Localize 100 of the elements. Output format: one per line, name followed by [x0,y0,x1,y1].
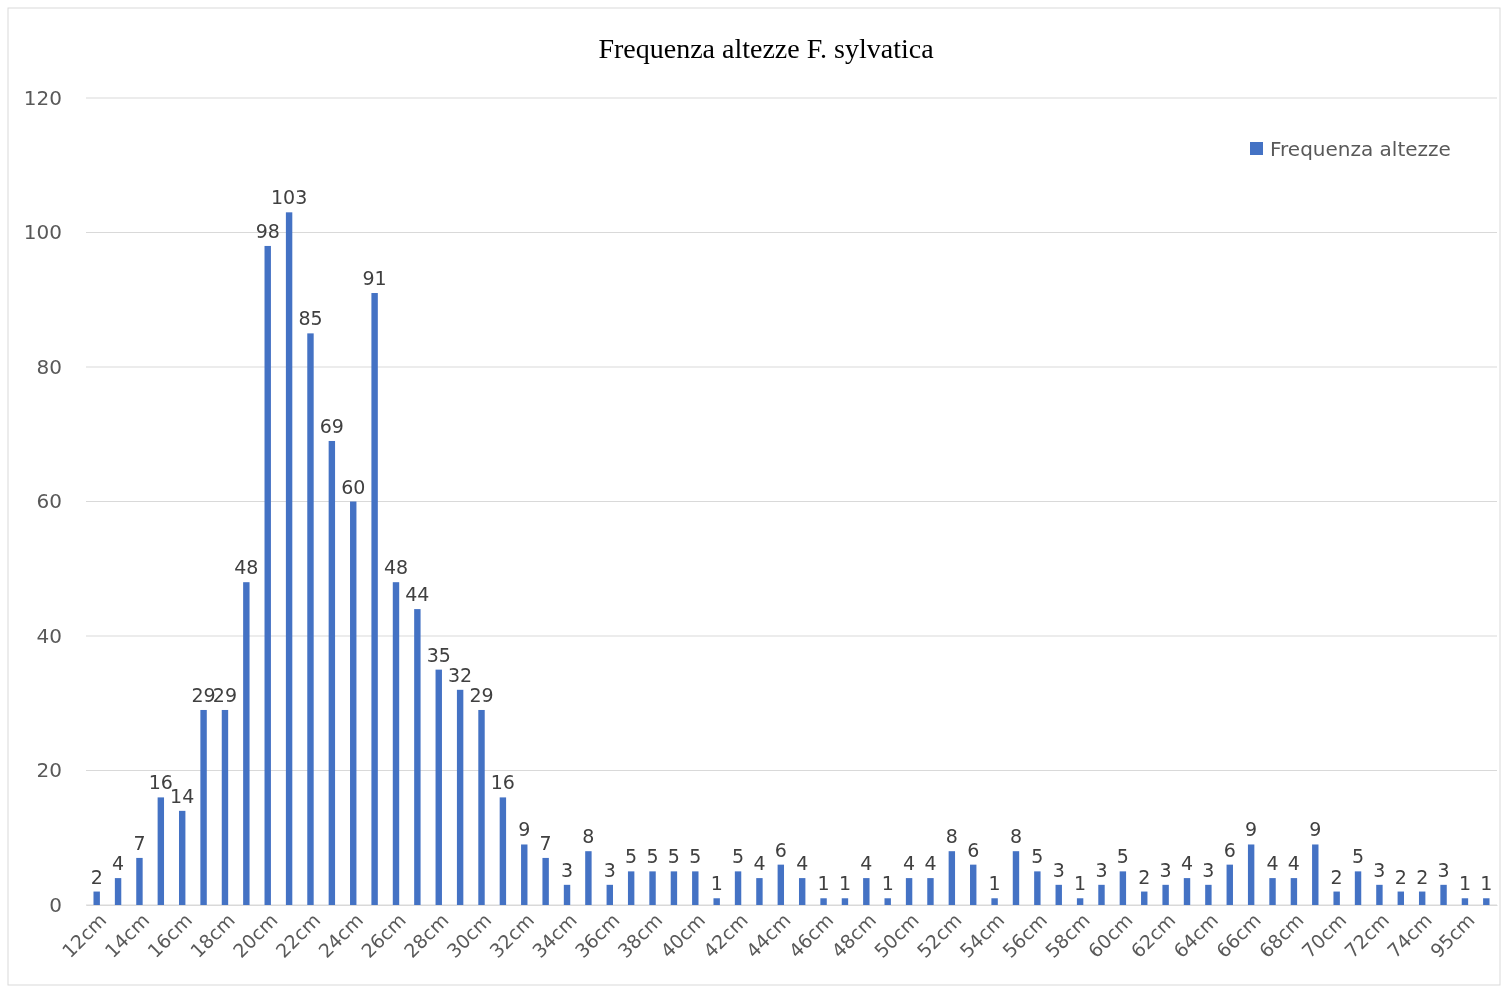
bar [1141,891,1148,905]
data-label: 32 [448,663,473,686]
bar [1247,844,1255,905]
data-label: 35 [426,643,451,666]
data-label: 5 [646,845,659,868]
data-label: 8 [1009,825,1023,848]
data-label: 1 [710,872,723,895]
bar [179,810,186,905]
data-label: 1 [1074,872,1087,895]
data-label: 4 [924,852,937,875]
data-label: 48 [383,556,409,579]
chart-title: Frequenza altezze F. sylvatica [598,33,935,64]
bar [649,871,656,905]
data-label: 1 [881,872,894,895]
data-label: 5 [689,845,702,868]
data-label: 91 [362,267,387,290]
data-label: 1 [1480,872,1493,895]
data-label: 3 [1202,858,1215,881]
data-label: 6 [967,838,980,861]
bar [991,898,998,905]
data-label: 3 [1095,858,1108,881]
data-label: 2 [1330,865,1343,888]
data-label: 5 [625,845,638,868]
bar [499,797,507,905]
bar [157,797,165,905]
bar [307,333,314,905]
data-label: 1 [838,872,851,895]
bar [456,689,464,905]
data-label: 4 [796,852,809,875]
bar [93,891,100,905]
bar [243,582,250,905]
bar [1098,884,1105,905]
data-label: 48 [234,556,259,579]
y-tick-label: 120 [23,85,62,110]
bar [1076,898,1084,905]
data-label: 44 [405,583,430,606]
bar [777,864,785,905]
bar [371,293,378,905]
y-tick-label: 40 [36,623,62,648]
bar [521,844,528,905]
data-label: 98 [255,219,280,242]
data-label: 5 [667,845,680,868]
bar [264,245,271,905]
bar [884,898,891,905]
bar [1012,851,1020,905]
data-label: 29 [191,683,216,706]
bar [948,851,956,905]
data-label: 85 [298,307,323,330]
data-label: 3 [603,858,616,881]
data-label: 4 [1266,852,1279,875]
bar [414,609,421,905]
data-label: 9 [1309,818,1322,841]
bar [1290,878,1298,905]
bar [863,878,870,905]
data-label: 5 [1351,845,1365,868]
data-label: 8 [582,825,595,848]
bar [692,871,699,905]
data-label: 103 [270,186,308,209]
legend-label: Frequenza altezze [1270,137,1451,161]
data-label: 3 [1052,858,1065,881]
bar [798,878,806,905]
data-label: 16 [490,771,515,794]
data-label: 4 [112,852,125,875]
bar [820,898,827,905]
data-label: 4 [753,852,766,875]
bar [1376,884,1383,905]
y-tick-label: 60 [36,489,62,514]
bar [670,871,678,905]
bar [1440,884,1447,905]
data-label: 29 [469,683,494,706]
bar [563,884,571,905]
bar [1055,884,1062,905]
data-label: 7 [133,831,146,854]
data-label: 8 [945,825,958,848]
bar [350,501,357,905]
bar [392,582,400,905]
data-label: 2 [90,865,103,888]
y-tick-label: 20 [36,758,62,783]
data-label: 1 [1458,872,1471,895]
bar [200,709,207,905]
data-label: 60 [341,475,366,498]
bar [328,440,336,905]
bar [114,878,122,905]
bar [905,878,913,905]
data-label: 1 [817,872,830,895]
data-label: 4 [903,852,916,875]
data-label: 4 [860,852,873,875]
bar [1354,871,1362,905]
bar [756,878,763,905]
bar [1226,864,1233,905]
bar [435,669,442,905]
data-label: 5 [732,845,745,868]
data-label: 3 [560,858,574,881]
y-tick-label: 0 [49,892,62,917]
data-label: 5 [1116,845,1129,868]
bar [1119,871,1127,905]
data-label: 6 [1223,838,1236,861]
bar [1205,884,1212,905]
data-label: 2 [1138,865,1151,888]
bar [1397,891,1404,905]
